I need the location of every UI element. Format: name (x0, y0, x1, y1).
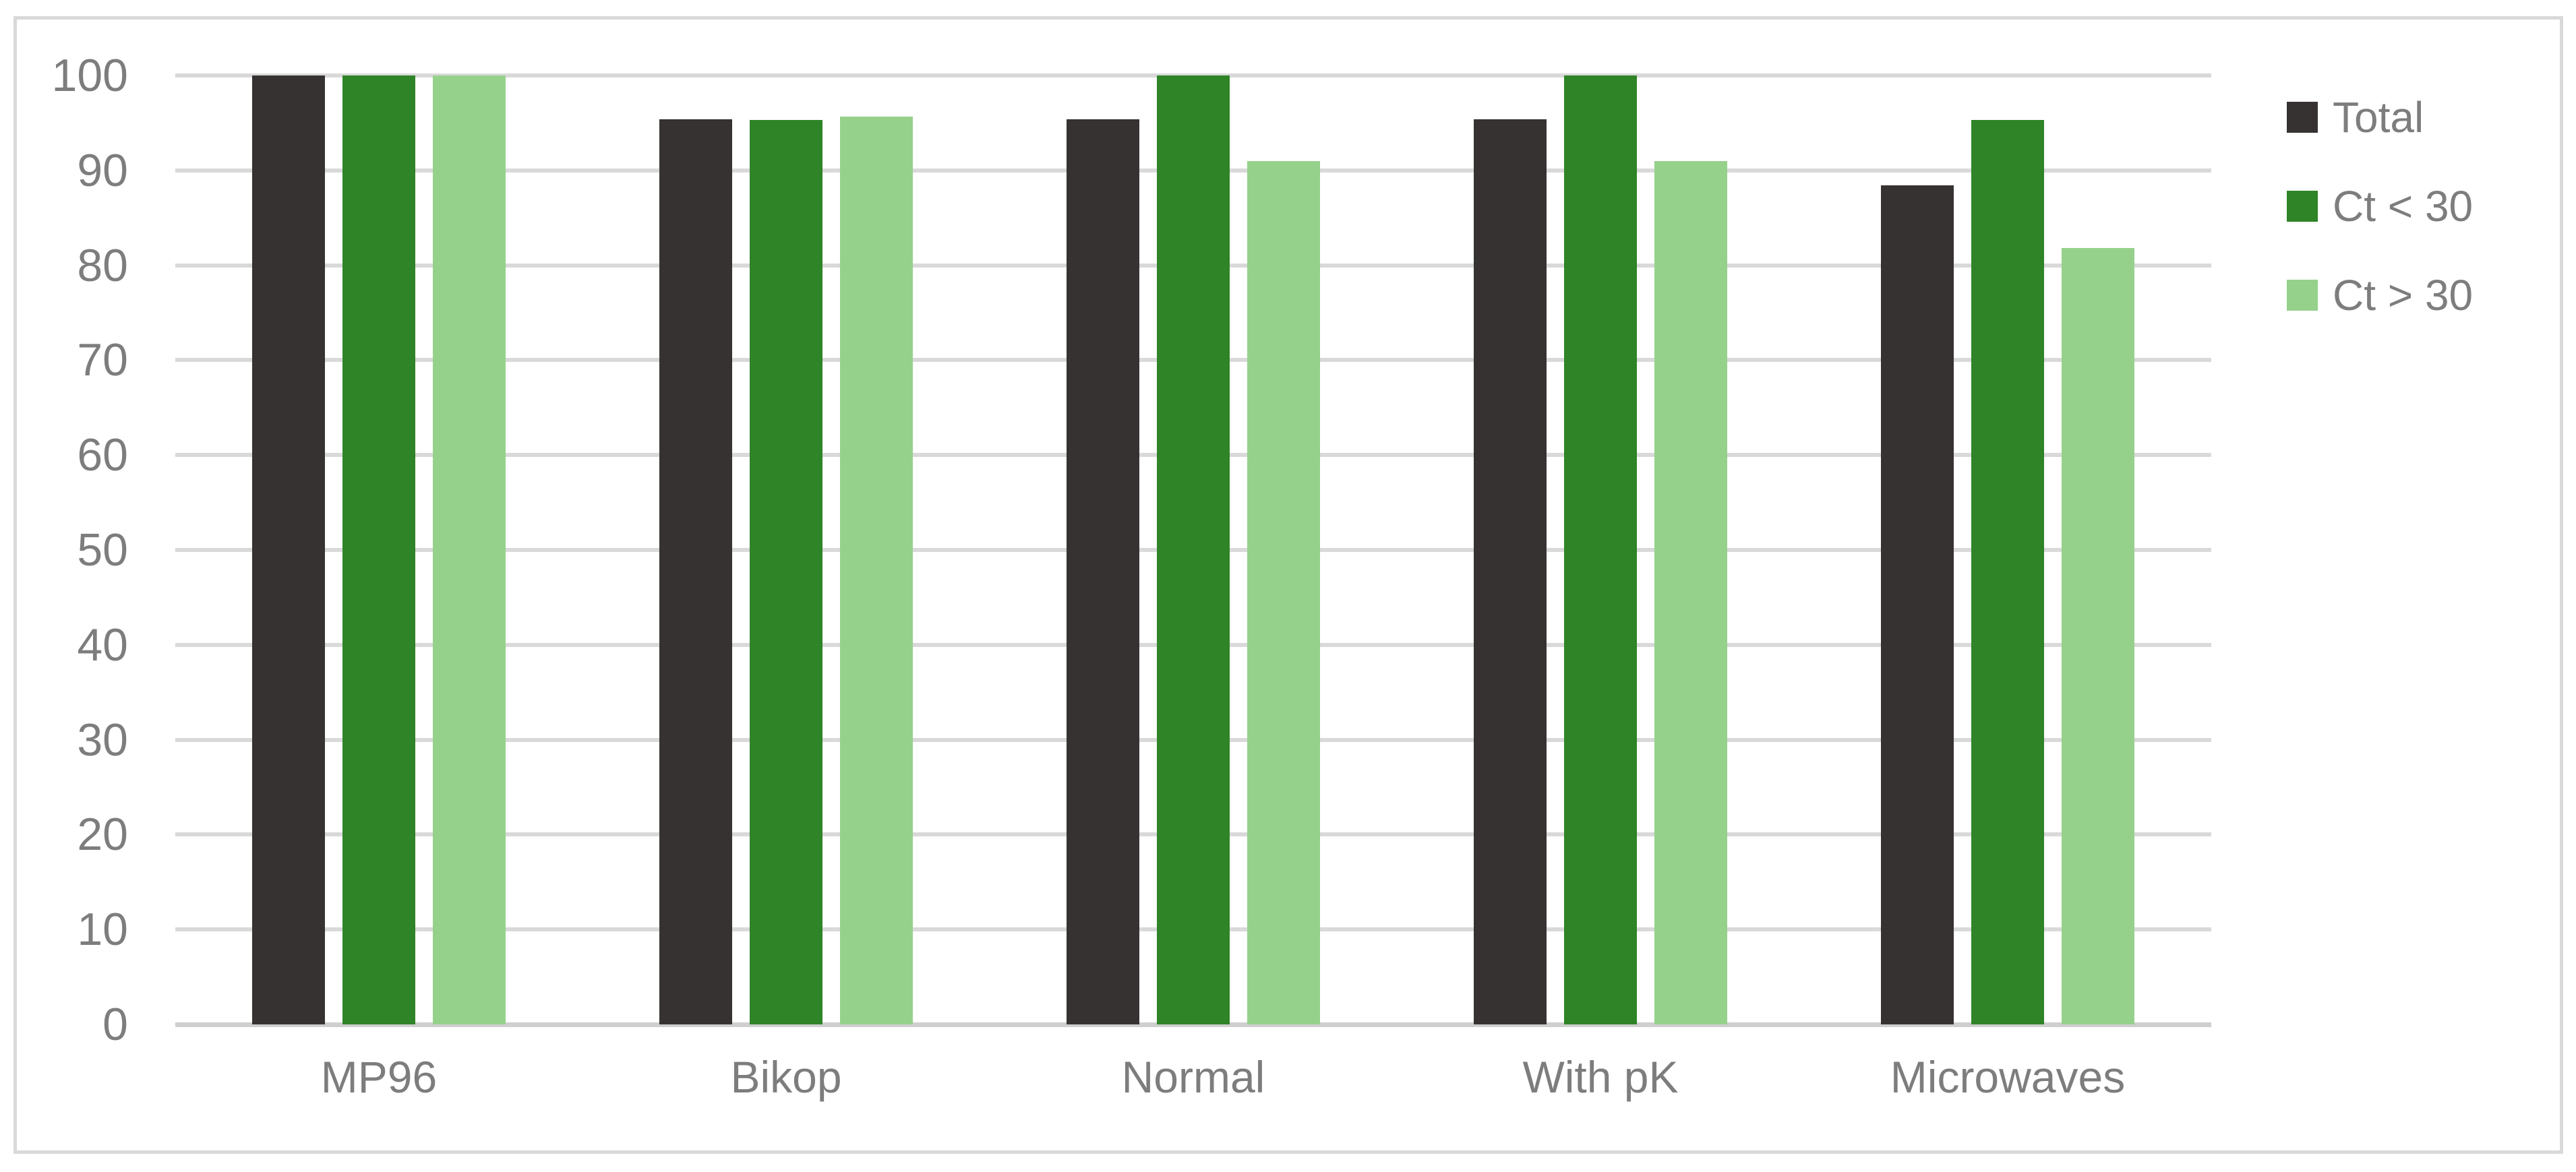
bar (1564, 75, 1637, 1024)
y-tick-label: 30 (77, 714, 128, 766)
legend-swatch-icon (2287, 102, 2318, 133)
x-category-label: MP96 (320, 1052, 438, 1102)
y-tick-label: 100 (51, 50, 128, 101)
y-tick-label: 40 (77, 619, 128, 671)
bar (1067, 119, 1139, 1024)
legend-item: Ct < 30 (2287, 183, 2473, 229)
y-tick-label: 80 (77, 239, 128, 291)
bar (342, 75, 415, 1024)
bar (2062, 248, 2134, 1024)
bar (750, 120, 822, 1024)
bar (1971, 120, 2044, 1024)
x-category-label: Bikop (730, 1052, 842, 1102)
plot-area (175, 73, 2211, 1027)
bar (659, 119, 732, 1024)
bar (1654, 160, 1727, 1024)
bar-group (582, 75, 990, 1024)
bar (252, 75, 325, 1024)
y-tick-label: 90 (77, 144, 128, 196)
bar-group (990, 75, 1397, 1024)
x-category-label: Microwaves (1890, 1052, 2126, 1102)
y-tick-label: 50 (77, 524, 128, 576)
legend-swatch-icon (2287, 280, 2318, 311)
bar (840, 116, 913, 1024)
legend-item: Ct > 30 (2287, 272, 2473, 318)
legend-item: Total (2287, 94, 2473, 140)
legend: Total Ct < 30 Ct > 30 (2287, 94, 2473, 361)
legend-swatch-icon (2287, 191, 2318, 222)
bar-group (1397, 75, 1804, 1024)
legend-label: Total (2333, 93, 2424, 142)
y-tick-label: 60 (77, 429, 128, 481)
y-tick-label: 20 (77, 809, 128, 861)
y-tick-label: 10 (77, 904, 128, 956)
y-tick-label: 0 (102, 999, 128, 1050)
bar (1247, 160, 1320, 1024)
x-category-label: With pK (1522, 1052, 1679, 1102)
y-tick-label: 70 (77, 334, 128, 386)
bar (1157, 75, 1230, 1024)
bar-group (1804, 75, 2211, 1024)
x-axis-line (175, 1022, 2211, 1027)
legend-label: Ct < 30 (2333, 182, 2474, 230)
bar (1474, 119, 1547, 1024)
x-category-label: Normal (1121, 1052, 1265, 1102)
legend-label: Ct > 30 (2333, 271, 2474, 319)
bar (1881, 185, 1954, 1024)
bar (433, 75, 506, 1024)
bar-group (175, 75, 582, 1024)
